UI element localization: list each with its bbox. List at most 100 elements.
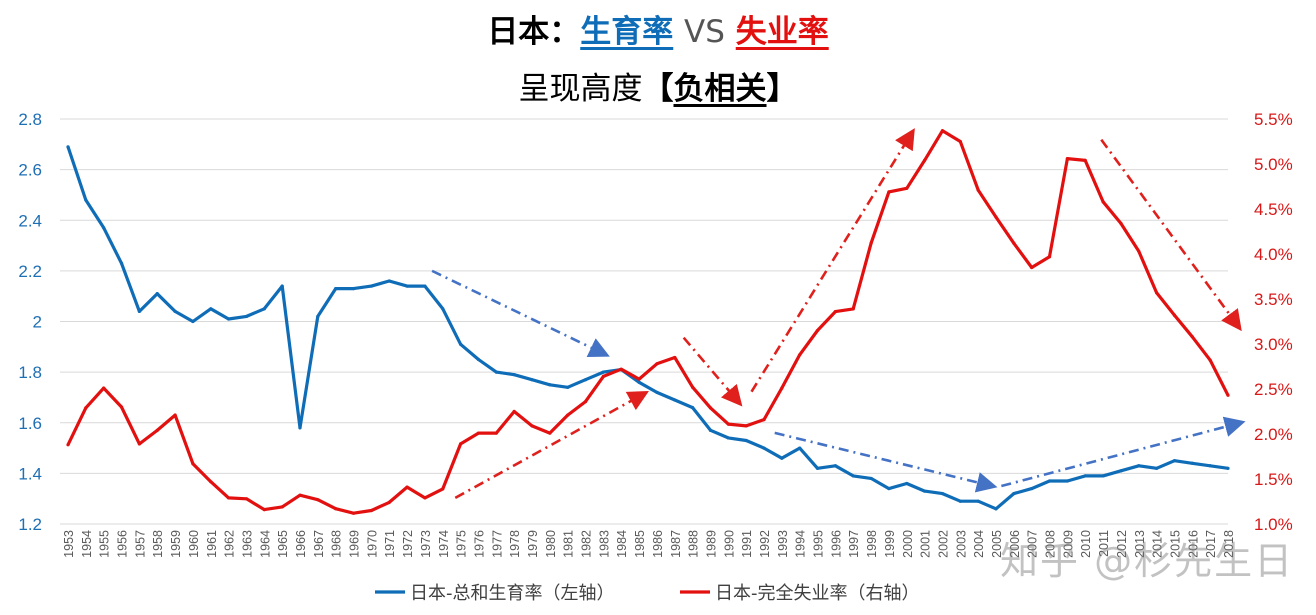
watermark: 知乎 @杉先生日 — [1000, 539, 1295, 583]
unemployment-data-point — [423, 496, 427, 500]
fertility-data-point — [762, 446, 766, 450]
red-trend-arrow — [682, 336, 743, 407]
fertility-data-point — [637, 380, 641, 384]
unemployment-data-point — [494, 431, 498, 435]
fertility-data-point — [405, 284, 409, 288]
x-axis-tick-label: 1960 — [187, 530, 201, 558]
x-axis-tick-label: 1961 — [205, 530, 219, 558]
chart-title: 日本：生育率 VS 失业率 — [0, 6, 1316, 51]
fertility-data-point — [476, 357, 481, 362]
unemployment-data-point — [637, 377, 641, 381]
fertility-data-point — [102, 226, 106, 230]
unemployment-data-point — [351, 511, 356, 515]
x-axis-tick-label: 1965 — [276, 530, 290, 558]
unemployment-data-point — [173, 413, 177, 417]
x-axis-tick-label: 1988 — [687, 530, 701, 558]
fertility-data-point — [137, 309, 141, 313]
fertility-data-point — [1119, 469, 1123, 473]
unemployment-data-point — [119, 405, 124, 409]
red-trend-arrow — [1100, 138, 1242, 332]
fertility-data-point — [459, 342, 463, 346]
title-fertility: 生育率 — [580, 14, 674, 50]
fertility-data-point — [84, 198, 88, 202]
x-axis-tick-label: 2017 — [1204, 530, 1218, 558]
fertility-data-point — [1208, 464, 1212, 468]
right-axis-tick-label: 3.5% — [1254, 290, 1293, 309]
unemployment-data-point — [1190, 335, 1194, 339]
x-axis-tick-label: 1957 — [133, 530, 147, 558]
x-axis-tick-label: 1972 — [401, 530, 415, 558]
unemployment-data-point — [334, 507, 338, 511]
unemployment-data-point — [1208, 358, 1212, 362]
unemployment-data-point — [227, 496, 231, 500]
x-axis-tick-label: 2000 — [901, 530, 915, 558]
fertility-data-point — [869, 476, 873, 481]
fertility-data-point — [833, 464, 837, 468]
unemployment-data-point — [387, 500, 391, 504]
unemployment-data-point — [476, 431, 481, 435]
fertility-data-point — [780, 456, 784, 460]
fertility-data-point — [905, 481, 909, 486]
blue-trend-arrow — [431, 269, 610, 357]
x-axis-tick-label: 1996 — [829, 530, 843, 558]
x-axis-tick-label: 1970 — [365, 530, 379, 558]
x-axis-tick-label: 2008 — [1044, 530, 1058, 558]
x-axis-tick-label: 1995 — [812, 530, 826, 558]
legend-fertility-label: 日本-总和生育率（左轴） — [410, 583, 615, 604]
unemployment-data-point — [84, 406, 88, 410]
legend-unemployment-label: 日本-完全失业率（右轴） — [715, 583, 920, 604]
x-axis-tick-label: 2016 — [1186, 530, 1200, 558]
unemployment-data-point — [905, 186, 909, 190]
unemployment-data-point — [1101, 200, 1105, 204]
right-axis-tick-label: 1.0% — [1254, 515, 1293, 534]
unemployment-data-point — [976, 188, 980, 192]
x-axis-tick-label: 2004 — [972, 530, 986, 558]
unemployment-data-point — [1047, 255, 1052, 259]
x-axis-tick-label: 2018 — [1222, 530, 1236, 558]
x-axis-tick-label: 2001 — [919, 530, 933, 558]
fertility-data-point — [994, 507, 998, 511]
fertility-data-point — [1012, 492, 1016, 496]
x-axis-tick-label: 1963 — [240, 530, 254, 558]
unemployment-data-point — [369, 508, 373, 513]
fertility-data-point — [441, 307, 445, 311]
fertility-data-point — [1083, 474, 1087, 478]
unemployment-data-point — [887, 190, 891, 194]
fertility-data-point — [298, 426, 302, 430]
x-axis-tick-label: 1958 — [151, 530, 165, 558]
fertility-data-point — [726, 436, 730, 440]
x-axis-tick-label: 1983 — [597, 530, 611, 558]
red-trend-arrow — [750, 128, 915, 393]
blue-trend-arrow — [774, 431, 998, 493]
unemployment-data-point — [1065, 157, 1069, 161]
fertility-data-point — [887, 486, 891, 491]
unemployment-data-point — [66, 443, 70, 447]
right-axis-tick-label: 4.5% — [1254, 200, 1293, 219]
x-axis-tick-label: 1992 — [758, 530, 772, 558]
unemployment-data-point — [833, 310, 837, 314]
unemployment-data-point — [708, 406, 713, 410]
x-axis-tick-label: 1998 — [865, 530, 879, 558]
fertility-data-point — [923, 489, 927, 493]
left-axis-tick-label: 1.8 — [18, 363, 42, 382]
left-axis-tick-label: 1.6 — [18, 414, 42, 433]
x-axis-tick-label: 1981 — [562, 530, 576, 558]
unemployment-data-point — [940, 129, 945, 133]
left-axis-tick-label: 2 — [33, 313, 42, 332]
fertility-data-point — [708, 428, 713, 432]
title-unemployment: 失业率 — [735, 14, 829, 50]
right-axis-tick-label: 3.0% — [1254, 335, 1293, 354]
unemployment-data-point — [762, 418, 766, 422]
unemployment-data-point — [459, 442, 463, 446]
right-axis-tick-label: 2.0% — [1254, 425, 1293, 444]
fertility-data-point — [798, 446, 802, 450]
title-vs: VS — [684, 14, 725, 50]
subtitle-bracket-close: 】 — [766, 71, 798, 107]
unemployment-data-point — [923, 158, 927, 162]
fertility-data-point — [512, 373, 516, 377]
x-axis-tick-label: 1978 — [508, 530, 522, 558]
left-axis-tick-label: 2.2 — [18, 262, 42, 281]
unemployment-data-point — [798, 353, 802, 357]
fertility-data-point — [351, 286, 356, 291]
x-axis-tick-label: 1999 — [883, 530, 897, 558]
